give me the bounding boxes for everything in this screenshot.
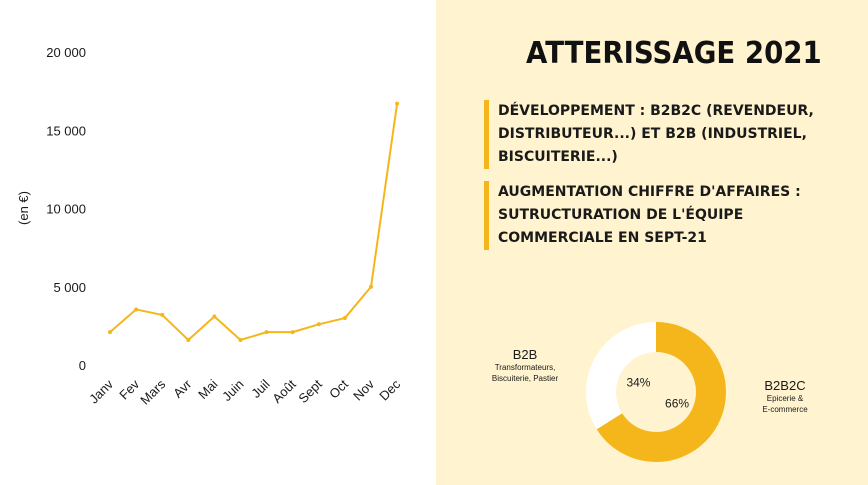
series-point xyxy=(134,307,139,312)
segment-desc-b2b-line1: Transformateurs, xyxy=(494,363,556,372)
series-point xyxy=(342,316,347,321)
segment-desc-b2b-line2: Biscuiterie, Pastier xyxy=(491,374,559,383)
x-tick-label: Nov xyxy=(350,376,377,403)
segment-desc-b2b2c-line1: Epicerie & xyxy=(766,394,804,403)
x-tick-label: Juil xyxy=(248,376,272,400)
y-tick-label: 0 xyxy=(79,358,86,373)
donut-label-b2b2c: 66% xyxy=(665,397,689,411)
bullet-point-development: DÉVELOPPEMENT : B2B2C (REVENDEUR, DISTRI… xyxy=(484,100,838,169)
x-tick-label: Avr xyxy=(170,376,195,401)
x-tick-label: Janv xyxy=(86,376,116,406)
y-tick-label: 15 000 xyxy=(46,123,86,138)
donut-label-b2b: 34% xyxy=(626,375,650,389)
x-tick-label: Juin xyxy=(219,377,246,404)
x-tick-label: Août xyxy=(269,376,299,406)
segment-donut-chart: 66% 34% xyxy=(586,322,726,462)
x-tick-label: Sept xyxy=(295,376,325,406)
series-point xyxy=(212,314,217,319)
series-point xyxy=(108,330,112,335)
y-tick-label: 5 000 xyxy=(53,280,86,295)
series-point xyxy=(264,330,269,335)
revenue-series-line xyxy=(109,103,399,341)
segment-title-b2b2c: B2B2C xyxy=(764,378,806,393)
segment-title-b2b: B2B xyxy=(512,347,538,362)
series-point xyxy=(369,284,373,289)
x-tick-label: Oct xyxy=(326,376,351,401)
x-tick-label: Mai xyxy=(195,376,220,401)
series-point xyxy=(160,312,165,317)
series-point xyxy=(395,101,400,106)
segment-label-b2b2c: B2B2C Epicerie & E-commerce xyxy=(740,378,830,415)
donut-slice-b2b xyxy=(586,322,726,462)
y-tick-label: 10 000 xyxy=(46,202,86,217)
series-point xyxy=(316,322,321,327)
y-axis-ticks: 0 5 000 10 000 15 000 20 000 xyxy=(46,45,86,373)
series-point xyxy=(238,337,243,342)
x-tick-label: Dec xyxy=(376,376,403,403)
revenue-line-chart: 0 5 000 10 000 15 000 20 000 (en €) Janv FevM… xyxy=(16,45,404,408)
bullet-point-revenue: AUGMENTATION CHIFFRE D'AFFAIRES : SUTRUC… xyxy=(484,181,838,250)
series-point xyxy=(290,330,295,335)
page-title: ATTERISSAGE 2021 xyxy=(526,36,822,71)
y-tick-label: 20 000 xyxy=(46,45,86,60)
x-tick-label: Mars xyxy=(137,376,168,407)
series-points xyxy=(108,101,400,342)
y-axis-label: (en €) xyxy=(16,191,31,225)
segment-desc-b2b2c-line2: E-commerce xyxy=(762,405,808,414)
series-point xyxy=(186,337,191,342)
summary-panel: ATTERISSAGE 2021 DÉVELOPPEMENT : B2B2C (… xyxy=(436,0,868,485)
segment-label-b2b: B2B Transformateurs, Biscuiterie, Pastie… xyxy=(482,347,568,384)
